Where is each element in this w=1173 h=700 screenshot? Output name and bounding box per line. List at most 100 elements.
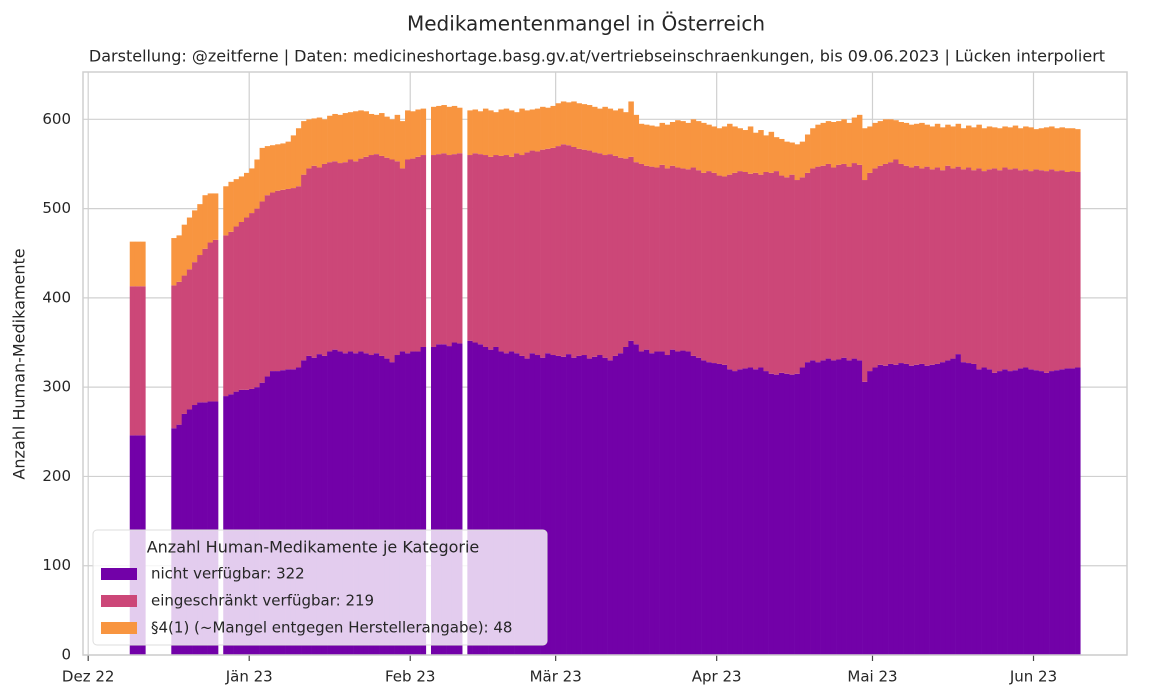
bar-segment [342, 353, 349, 655]
bar-segment [581, 149, 588, 356]
bar-segment [212, 239, 219, 402]
bar-segment [581, 104, 588, 150]
bar-segment [768, 172, 775, 374]
bar-segment [545, 107, 551, 149]
bar-segment [1054, 370, 1060, 655]
bar-segment [945, 165, 951, 361]
bar-segment [607, 154, 614, 361]
bar-segment [877, 121, 884, 166]
bar-segment [991, 372, 998, 655]
bar-segment [872, 168, 878, 368]
bar-segment [763, 171, 769, 372]
bar-segment [233, 226, 240, 392]
bar-segment [929, 169, 936, 365]
bar-segment [888, 162, 894, 364]
bar-segment [856, 360, 863, 655]
bar-segment [327, 351, 333, 655]
bar-segment [280, 370, 286, 655]
bar-segment [566, 102, 572, 146]
bar-segment [633, 162, 640, 345]
bar-segment [602, 155, 608, 358]
bar-segment [285, 141, 292, 189]
bar-segment [1075, 171, 1081, 368]
bar-segment [612, 355, 619, 655]
bar-segment [1007, 371, 1014, 655]
y-tick-label: 400 [42, 288, 71, 306]
bar-segment [301, 121, 307, 175]
bar-segment [223, 186, 229, 236]
bar-segment [592, 152, 598, 357]
bar-segment [675, 167, 681, 352]
bar-segment [903, 122, 910, 166]
bar-segment [753, 132, 759, 173]
bar-segment [301, 174, 307, 361]
bar-segment [493, 112, 499, 156]
bar-segment [311, 165, 318, 358]
bar-segment [965, 363, 972, 655]
bar-segment [202, 248, 208, 403]
x-tick-label: Jun 23 [1009, 668, 1057, 686]
bar-segment [1028, 369, 1034, 655]
bar-segment [643, 124, 650, 166]
bar-segment [830, 167, 837, 361]
bar-segment [1059, 170, 1065, 370]
bar-segment [254, 208, 260, 388]
bar-segment [431, 155, 437, 347]
bar-segment [643, 349, 650, 655]
bar-segment [747, 173, 754, 368]
bar-segment [238, 221, 245, 390]
bar-segment [1012, 370, 1019, 655]
bar-segment [514, 353, 520, 655]
bar-segment [316, 354, 323, 655]
bar-segment [269, 145, 276, 193]
y-tick-label: 0 [61, 646, 71, 664]
bar-segment [337, 114, 344, 164]
bar-segment [540, 357, 546, 655]
bar-segment [1059, 369, 1065, 655]
bar-segment [862, 381, 868, 655]
y-tick-label: 500 [42, 199, 71, 217]
bar-segment [269, 192, 276, 372]
bar-segment [363, 156, 369, 354]
bar-segment [675, 351, 681, 655]
bar-segment [867, 172, 873, 372]
bar-segment [441, 344, 447, 655]
bar-segment [799, 141, 806, 178]
bar-segment [820, 122, 827, 166]
bar-segment [1007, 127, 1014, 170]
bar-segment [519, 108, 525, 156]
bar-segment [617, 353, 624, 655]
bar-segment [592, 106, 598, 153]
bar-segment [747, 126, 754, 174]
bar-segment [498, 109, 505, 156]
bar-segment [550, 147, 556, 356]
bar-segment [581, 355, 588, 655]
legend-swatch [101, 622, 137, 634]
bar-segment [368, 355, 375, 655]
bar-segment [727, 123, 733, 175]
bar-segment [893, 159, 899, 365]
bar-segment [586, 105, 593, 151]
bar-segment [337, 163, 344, 352]
bar-segment [373, 154, 380, 354]
bar-segment [441, 105, 447, 154]
bar-segment [337, 351, 344, 655]
bar-segment [810, 128, 816, 169]
bar-segment [950, 126, 956, 169]
bar-segment [664, 355, 671, 655]
bar-segment [566, 354, 572, 655]
bar-segment [1069, 128, 1076, 172]
bar-segment [1038, 371, 1045, 655]
bar-segment [779, 372, 785, 655]
bar-segment [742, 368, 749, 655]
bar-segment [1012, 125, 1019, 169]
bar-segment [1038, 128, 1045, 171]
bar-segment [342, 113, 349, 163]
x-tick-label: Apr 23 [692, 668, 742, 686]
bar-segment [1017, 170, 1024, 369]
bar-segment [841, 119, 847, 164]
bar-segment [945, 360, 951, 655]
bar-segment [747, 367, 754, 655]
bar-segment [249, 168, 255, 214]
bar-segment [1075, 129, 1081, 172]
